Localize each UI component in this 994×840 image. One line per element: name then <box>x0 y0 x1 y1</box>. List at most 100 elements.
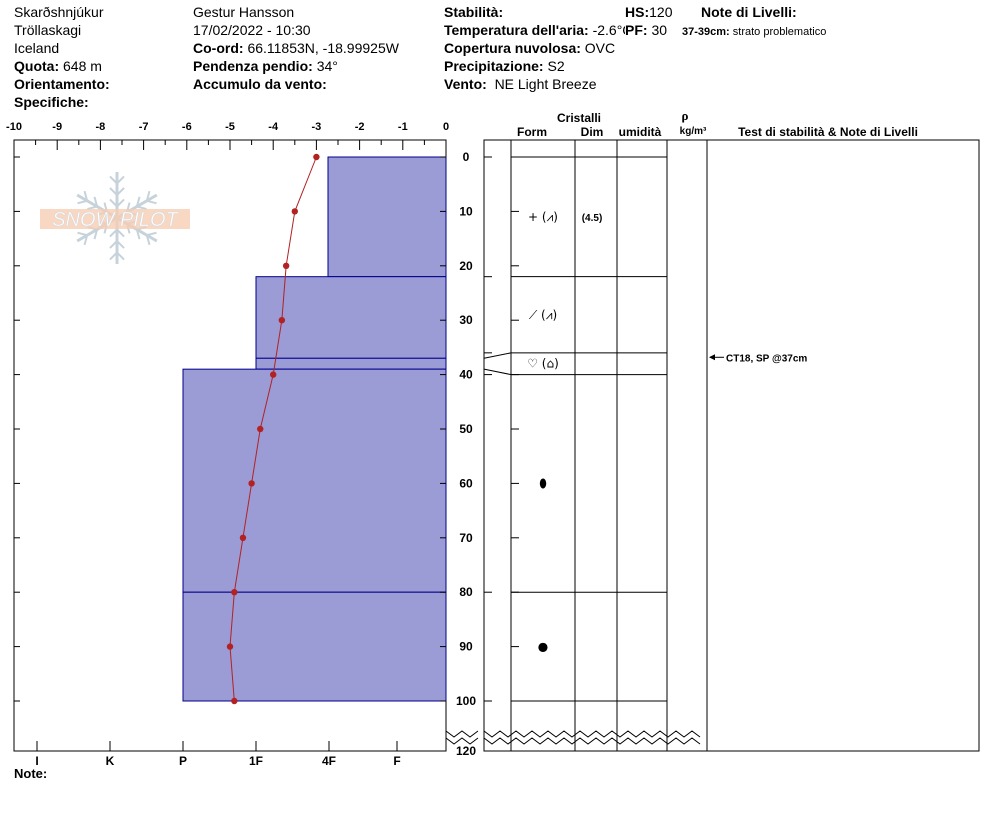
slope-label: Pendenza pendio: <box>193 58 313 74</box>
temperature-point <box>239 534 247 541</box>
wind-value: NE Light Breeze <box>494 76 597 92</box>
hardness-tick-label: 4F <box>322 754 336 768</box>
grain-form-symbol: ⬮ <box>539 476 547 490</box>
temperature-point <box>291 208 298 215</box>
sky-label: Copertura nuvolosa: <box>444 40 581 56</box>
temp-tick-label: -9 <box>52 121 62 133</box>
temp-tick-label: -3 <box>312 121 322 133</box>
observation-datetime: 17/02/2022 - 10:30 <box>193 22 311 38</box>
snow-height: HS:120 <box>625 3 672 21</box>
hardness-bar <box>255 276 447 359</box>
depth-label: 0 <box>463 150 470 164</box>
air-temp-value: -2.6°C <box>592 22 633 38</box>
hardness-tick-label: P <box>179 754 187 768</box>
temperature-point <box>270 371 277 378</box>
country-name: Iceland <box>14 40 60 56</box>
layer-note-text: strato problematico <box>732 26 827 38</box>
elevation-value: 648 m <box>63 58 102 74</box>
temp-tick-label: -6 <box>182 121 192 133</box>
hardness-bar <box>255 357 447 370</box>
slope-value: 34° <box>316 58 338 74</box>
axis-break-zigzag-left <box>445 730 479 738</box>
temp-tick-label: -4 <box>268 121 279 133</box>
axis-break-zigzag-left <box>445 737 479 745</box>
temperature-point <box>231 697 238 705</box>
aspect: Orientamento: <box>14 75 110 93</box>
axis-break-zigzag <box>483 730 701 738</box>
aspect-label: Orientamento: <box>14 76 110 92</box>
range-name: Tröllaskagi <box>14 22 82 38</box>
hardness-tick-label: I <box>35 754 38 768</box>
temperature-point <box>226 643 234 650</box>
precip-label: Precipitazione: <box>444 58 544 74</box>
hardness-bar <box>182 591 447 702</box>
temp-tick-label: -10 <box>6 121 22 133</box>
elevation-label: Quota: <box>14 58 60 74</box>
slope: Pendenza pendio: 34° <box>193 57 338 75</box>
grain-form-symbol: ● <box>538 640 548 654</box>
temperature-point <box>248 480 255 487</box>
layer-note-range: 37-39cm: <box>682 26 730 38</box>
density-unit: kg/m³ <box>680 126 707 137</box>
pf-value: 30 <box>651 22 668 38</box>
stability-header: Test di stabilità & Note di Livelli <box>738 125 918 139</box>
depth-label: 30 <box>459 313 473 327</box>
hs-value: 120 <box>649 4 673 20</box>
depth-label: 70 <box>459 531 473 545</box>
sky-cover: Copertura nuvolosa: OVC <box>444 39 615 57</box>
crystals-header: Cristalli <box>557 111 601 125</box>
temperature-point <box>278 317 286 324</box>
sky-value: OVC <box>584 40 616 56</box>
temp-tick-label: 0 <box>443 121 449 133</box>
temp-tick-label: -8 <box>96 121 106 133</box>
coord-value: 66.11853N, -18.99925W <box>247 40 399 56</box>
temperature-point <box>231 589 238 596</box>
specifics-label: Specifiche: <box>14 94 89 110</box>
depth-label: 90 <box>459 640 473 654</box>
temperature-point <box>257 425 264 433</box>
depth-label: 20 <box>459 259 473 273</box>
density-symbol: ρ <box>682 108 689 123</box>
logo-banner <box>40 209 190 229</box>
hardness-bar <box>182 368 447 593</box>
logo-text: SNOW PILOT <box>52 209 179 231</box>
stability-arrow-head <box>709 354 715 361</box>
precipitation: Precipitazione: S2 <box>444 57 565 75</box>
hardness-tick-label: K <box>106 754 115 768</box>
depth-label: 40 <box>459 368 473 382</box>
location-name: Skarðshnjúkur <box>14 4 104 20</box>
wind: Vento: NE Light Breeze <box>444 75 597 93</box>
layer-connector <box>483 352 512 359</box>
layer-connector <box>483 368 512 376</box>
hs-label: HS: <box>625 4 650 20</box>
elevation: Quota: 648 m <box>14 57 102 75</box>
layer-notes-title: Note di Livelli: <box>701 4 797 20</box>
air-temperature: Temperatura dell'aria: -2.6°C <box>444 21 632 39</box>
air-temp-label: Temperatura dell'aria: <box>444 22 589 38</box>
temp-tick-label: -5 <box>225 121 235 133</box>
grain-form-symbol: ⟋ (⩘) <box>529 308 557 322</box>
grain-form-symbol: ♡ (⌂) <box>527 357 559 371</box>
temp-tick-label: -2 <box>355 121 365 133</box>
notes-label: Note: <box>14 766 47 781</box>
stability-test-label: CT18, SP @37cm <box>726 353 807 364</box>
dim-header: Dim <box>581 125 604 139</box>
observer-name: Gestur Hansson <box>193 4 295 20</box>
temperature-point <box>282 262 290 269</box>
wind-loading-label: Accumulo da vento: <box>193 76 327 92</box>
wind-loading: Accumulo da vento: <box>193 75 327 93</box>
precip-value: S2 <box>547 58 565 74</box>
layer-note: 37-39cm: strato problematico <box>682 23 826 41</box>
depth-label: 80 <box>459 585 473 599</box>
depth-label: 60 <box>459 476 473 490</box>
pf-label: PF: <box>625 22 648 38</box>
moisture-header: umidità <box>619 125 662 139</box>
coordinates: Co-ord: 66.11853N, -18.99925W <box>193 39 399 57</box>
temp-tick-label: -7 <box>139 121 149 133</box>
depth-label: 50 <box>459 422 473 436</box>
hardness-tick-label: F <box>393 754 400 768</box>
grain-form-symbol: + (⩘) <box>528 210 558 224</box>
grain-size: (4.5) <box>582 213 603 224</box>
depth-label: 10 <box>459 204 473 218</box>
